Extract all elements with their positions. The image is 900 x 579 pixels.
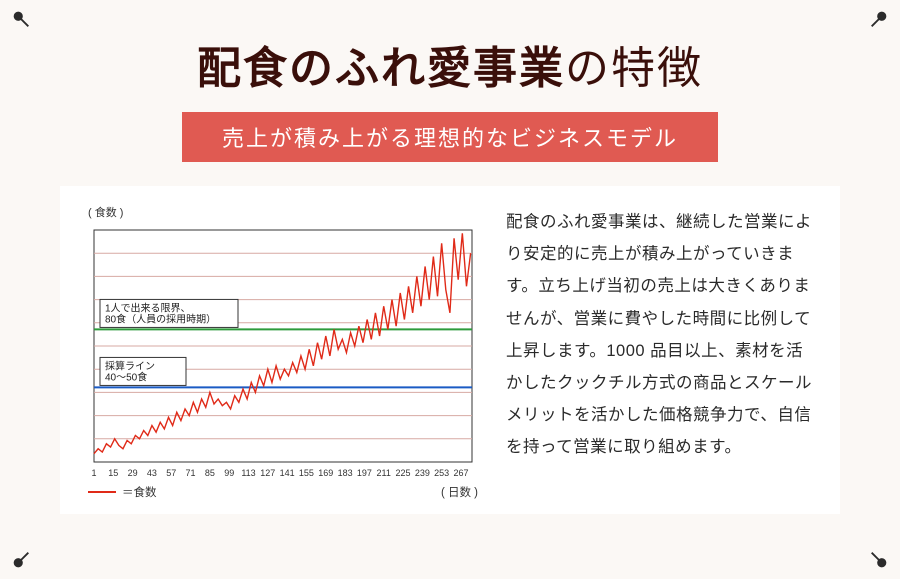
svg-text:71: 71 <box>186 468 196 478</box>
chart-ylabel: ( 食数 ) <box>88 204 478 220</box>
content-card: ( 食数 ) 1 15 29 43 57 71 85 99 113 127 141 155 169 183… <box>60 186 840 514</box>
svg-text:15: 15 <box>108 468 118 478</box>
legend-label: ＝食数 <box>122 484 157 500</box>
page-title: 配食のふれ愛事業の特徴 <box>0 32 900 96</box>
meals-line-chart: 1 15 29 43 57 71 85 99 113 127 141 155 169 183 197 211 2… <box>88 224 478 480</box>
title-strong: 配食のふれ愛事業 <box>197 44 565 93</box>
description-text: 配食のふれ愛事業は、継続した営業により安定的に売上が積み上がっていきます。立ち上… <box>506 204 812 463</box>
pushpin-icon <box>10 8 32 30</box>
chart-xlabel: ( 日数 ) <box>441 484 478 500</box>
svg-text:1: 1 <box>91 468 96 478</box>
svg-text:29: 29 <box>128 468 138 478</box>
chart-legend: ＝食数 <box>88 484 157 500</box>
svg-text:43: 43 <box>147 468 157 478</box>
svg-text:183: 183 <box>338 468 353 478</box>
title-light: の特徴 <box>565 44 703 93</box>
svg-text:127: 127 <box>260 468 275 478</box>
svg-text:225: 225 <box>396 468 411 478</box>
svg-text:1人で出来る限界、: 1人で出来る限界、 <box>105 301 191 314</box>
chart-legend-row: ＝食数 ( 日数 ) <box>88 484 478 500</box>
svg-text:99: 99 <box>224 468 234 478</box>
chart-container: ( 食数 ) 1 15 29 43 57 71 85 99 113 127 141 155 169 183… <box>88 204 478 500</box>
svg-text:141: 141 <box>280 468 295 478</box>
svg-text:57: 57 <box>166 468 176 478</box>
pushpin-icon <box>868 549 890 571</box>
svg-text:211: 211 <box>377 468 391 478</box>
svg-text:85: 85 <box>205 468 215 478</box>
pushpin-icon <box>10 549 32 571</box>
svg-text:239: 239 <box>415 468 430 478</box>
svg-text:253: 253 <box>434 468 449 478</box>
svg-text:155: 155 <box>299 468 314 478</box>
svg-text:40～50食: 40～50食 <box>105 370 147 383</box>
svg-text:169: 169 <box>318 468 333 478</box>
svg-text:113: 113 <box>241 468 255 478</box>
header: 配食のふれ愛事業の特徴 売上が積み上がる理想的なビジネスモデル <box>0 0 900 162</box>
legend-swatch <box>88 491 116 493</box>
pushpin-icon <box>868 8 890 30</box>
subtitle-band: 売上が積み上がる理想的なビジネスモデル <box>182 112 718 162</box>
svg-text:採算ライン: 採算ライン <box>105 359 155 372</box>
svg-text:267: 267 <box>453 468 468 478</box>
svg-text:80食（人員の採用時期）: 80食（人員の採用時期） <box>105 312 216 325</box>
svg-text:197: 197 <box>357 468 372 478</box>
